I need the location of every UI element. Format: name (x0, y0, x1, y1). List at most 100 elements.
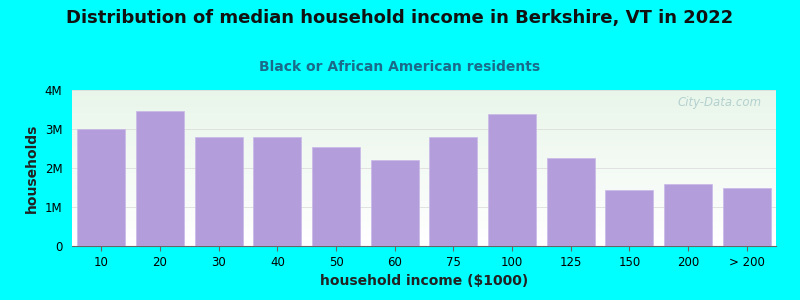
Bar (72, 152, 776, 154)
Bar (72, 230, 776, 232)
Bar (72, 123, 776, 124)
Bar (72, 233, 776, 235)
Bar (370, 160, 418, 246)
Bar (72, 215, 776, 216)
Bar (72, 149, 776, 151)
Bar (72, 207, 776, 208)
Bar (72, 163, 776, 165)
Bar (72, 190, 776, 191)
Bar (488, 114, 536, 246)
Bar (72, 185, 776, 187)
Bar (72, 142, 776, 143)
Bar (72, 243, 776, 244)
Bar (72, 98, 776, 99)
Bar (72, 241, 776, 243)
Bar (72, 184, 776, 185)
Bar (72, 232, 776, 233)
Bar (72, 140, 776, 142)
Bar (430, 137, 478, 246)
Bar (546, 158, 594, 246)
Bar (72, 210, 776, 212)
Bar (72, 229, 776, 230)
Bar (72, 238, 776, 240)
Bar (72, 176, 776, 177)
Bar (72, 121, 776, 123)
Bar (72, 93, 776, 95)
Bar (72, 188, 776, 190)
Bar (254, 137, 302, 246)
Bar (72, 126, 776, 128)
Bar (72, 193, 776, 194)
Bar (72, 146, 776, 148)
Bar (72, 196, 776, 198)
Bar (72, 187, 776, 188)
Bar (72, 120, 776, 121)
Bar (72, 92, 776, 93)
Bar (72, 204, 776, 206)
Bar (72, 169, 776, 171)
Bar (72, 173, 776, 174)
Bar (72, 112, 776, 113)
Bar (72, 198, 776, 199)
Bar (72, 154, 776, 155)
Text: Distribution of median household income in Berkshire, VT in 2022: Distribution of median household income … (66, 9, 734, 27)
Bar (72, 177, 776, 179)
Bar (72, 124, 776, 126)
Bar (72, 162, 776, 163)
Bar (72, 165, 776, 166)
Bar (194, 137, 242, 246)
Bar (72, 151, 776, 152)
Bar (72, 115, 776, 116)
Bar (72, 148, 776, 149)
Bar (72, 160, 776, 162)
Bar (72, 134, 776, 135)
Bar (72, 218, 776, 220)
Bar (72, 223, 776, 224)
Bar (72, 240, 776, 241)
Bar (72, 167, 776, 168)
Bar (72, 159, 776, 160)
Bar (72, 99, 776, 101)
Bar (606, 190, 654, 246)
Bar (72, 201, 776, 202)
X-axis label: household income ($1000): household income ($1000) (320, 274, 528, 288)
Bar (72, 143, 776, 145)
Bar (72, 107, 776, 109)
Bar (72, 138, 776, 140)
Bar (72, 221, 776, 223)
Bar (72, 191, 776, 193)
Bar (72, 106, 776, 107)
Bar (72, 135, 776, 137)
Bar (72, 235, 776, 237)
Bar (72, 179, 776, 181)
Bar (72, 113, 776, 115)
Bar (72, 155, 776, 157)
Bar (72, 208, 776, 210)
Bar (72, 206, 776, 207)
Bar (72, 220, 776, 221)
Bar (72, 244, 776, 246)
Bar (72, 104, 776, 106)
Bar (72, 213, 776, 215)
Bar (72, 216, 776, 218)
Bar (72, 168, 776, 170)
Bar (72, 226, 776, 227)
Text: City-Data.com: City-Data.com (678, 96, 762, 109)
Bar (72, 128, 776, 129)
Bar (72, 145, 776, 146)
Bar (72, 110, 776, 112)
Bar (72, 181, 776, 182)
Y-axis label: households: households (25, 123, 39, 213)
Bar (78, 129, 126, 246)
Bar (72, 174, 776, 176)
Bar (72, 137, 776, 138)
Bar (72, 95, 776, 96)
Bar (72, 96, 776, 98)
Bar (72, 227, 776, 229)
Bar (72, 116, 776, 118)
Bar (72, 109, 776, 110)
Bar (72, 132, 776, 134)
Bar (72, 182, 776, 184)
Bar (72, 199, 776, 201)
Bar (72, 118, 776, 120)
